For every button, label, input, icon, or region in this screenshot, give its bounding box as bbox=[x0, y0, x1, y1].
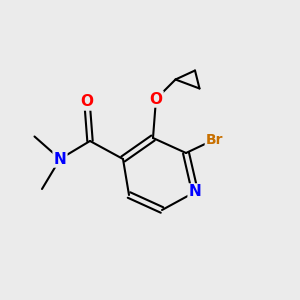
Text: O: O bbox=[80, 94, 94, 110]
Text: N: N bbox=[54, 152, 66, 166]
Text: O: O bbox=[149, 92, 163, 106]
Text: Br: Br bbox=[206, 133, 223, 146]
Text: N: N bbox=[189, 184, 201, 200]
